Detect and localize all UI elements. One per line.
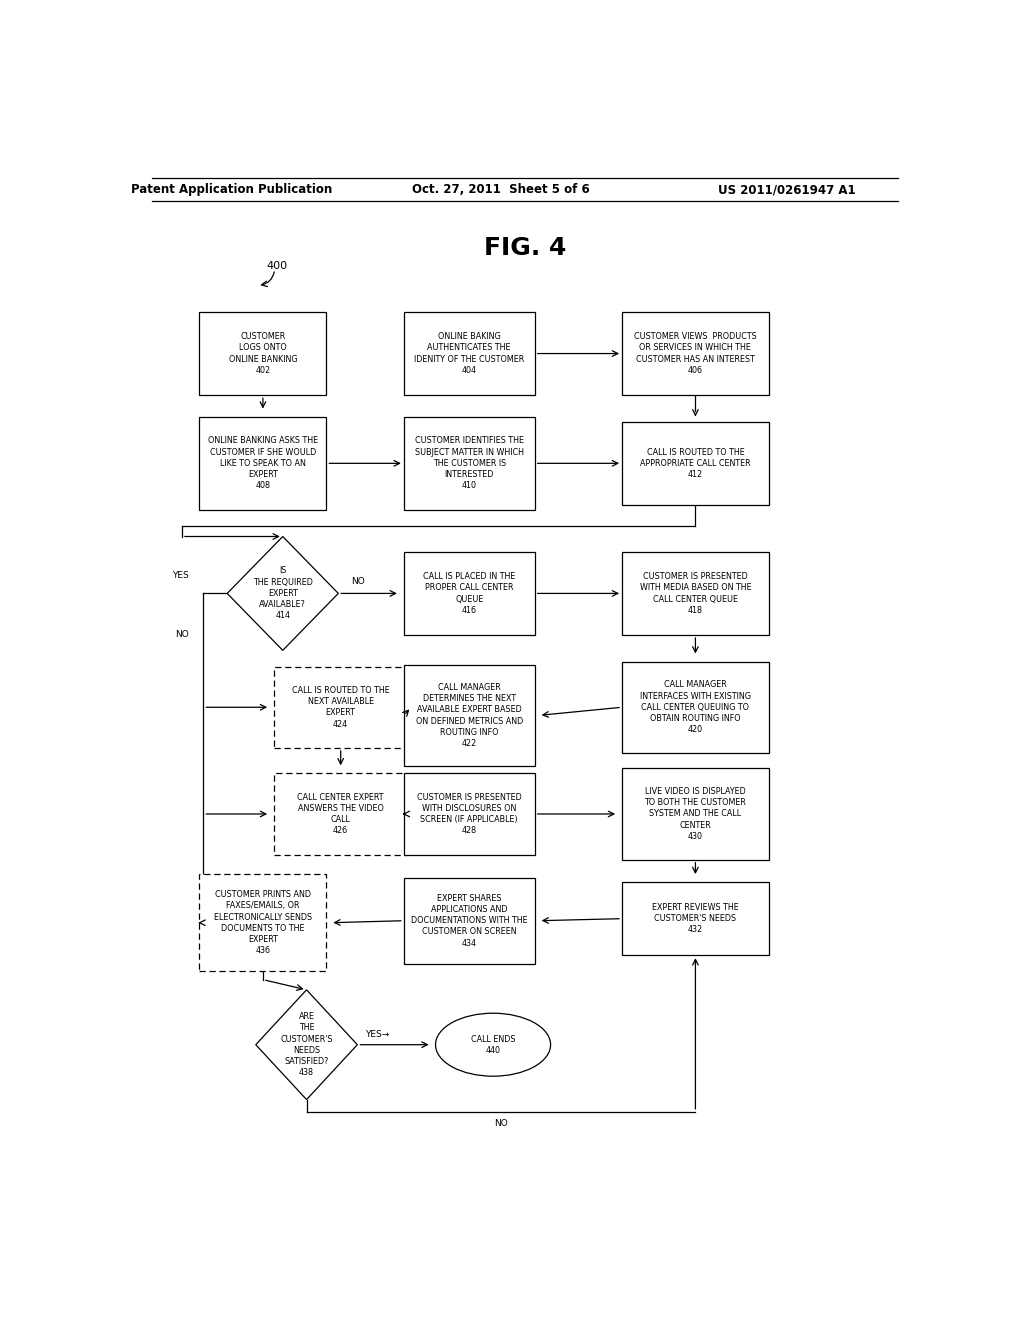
Bar [622, 552, 769, 635]
Text: CALL IS ROUTED TO THE
APPROPRIATE CALL CENTER
412: CALL IS ROUTED TO THE APPROPRIATE CALL C… [640, 447, 751, 479]
Text: CUSTOMER IS PRESENTED
WITH MEDIA BASED ON THE
CALL CENTER QUEUE
418: CUSTOMER IS PRESENTED WITH MEDIA BASED O… [640, 572, 752, 615]
Bar [622, 768, 769, 859]
Bar [403, 312, 535, 395]
Text: CUSTOMER VIEWS  PRODUCTS
OR SERVICES IN WHICH THE
CUSTOMER HAS AN INTEREST
406: CUSTOMER VIEWS PRODUCTS OR SERVICES IN W… [634, 333, 757, 375]
Text: LIVE VIDEO IS DISPLAYED
TO BOTH THE CUSTOMER
SYSTEM AND THE CALL
CENTER
430: LIVE VIDEO IS DISPLAYED TO BOTH THE CUST… [644, 787, 746, 841]
Text: EXPERT SHARES
APPLICATIONS AND
DOCUMENTATIONS WITH THE
CUSTOMER ON SCREEN
434: EXPERT SHARES APPLICATIONS AND DOCUMENTA… [411, 894, 527, 948]
Bar [622, 421, 769, 506]
Text: NO: NO [351, 577, 365, 586]
Text: EXPERT REVIEWS THE
CUSTOMER'S NEEDS
432: EXPERT REVIEWS THE CUSTOMER'S NEEDS 432 [652, 903, 738, 935]
Text: IS
THE REQUIRED
EXPERT
AVAILABLE?
414: IS THE REQUIRED EXPERT AVAILABLE? 414 [253, 566, 312, 620]
Ellipse shape [435, 1014, 551, 1076]
Text: NO: NO [175, 630, 189, 639]
Polygon shape [227, 536, 338, 651]
Text: CALL IS ROUTED TO THE
NEXT AVAILABLE
EXPERT
424: CALL IS ROUTED TO THE NEXT AVAILABLE EXP… [292, 686, 389, 729]
Text: 400: 400 [267, 261, 288, 271]
Bar [403, 878, 535, 964]
Text: NO: NO [495, 1119, 508, 1129]
Text: CALL MANAGER
INTERFACES WITH EXISTING
CALL CENTER QUEUING TO
OBTAIN ROUTING INFO: CALL MANAGER INTERFACES WITH EXISTING CA… [640, 680, 751, 734]
Bar [200, 874, 327, 972]
Polygon shape [256, 990, 357, 1100]
Bar [622, 661, 769, 752]
Text: ONLINE BAKING
AUTHENTICATES THE
IDENITY OF THE CUSTOMER
404: ONLINE BAKING AUTHENTICATES THE IDENITY … [414, 333, 524, 375]
Text: Patent Application Publication: Patent Application Publication [130, 183, 332, 197]
Text: CUSTOMER IS PRESENTED
WITH DISCLOSURES ON
SCREEN (IF APPLICABLE)
428: CUSTOMER IS PRESENTED WITH DISCLOSURES O… [417, 792, 521, 836]
Bar [403, 417, 535, 510]
Bar [200, 312, 327, 395]
Text: CUSTOMER
LOGS ONTO
ONLINE BANKING
402: CUSTOMER LOGS ONTO ONLINE BANKING 402 [228, 333, 297, 375]
Bar [274, 774, 408, 854]
Bar [403, 664, 535, 766]
Text: ONLINE BANKING ASKS THE
CUSTOMER IF SHE WOULD
LIKE TO SPEAK TO AN
EXPERT
408: ONLINE BANKING ASKS THE CUSTOMER IF SHE … [208, 437, 318, 490]
Text: CALL IS PLACED IN THE
PROPER CALL CENTER
QUEUE
416: CALL IS PLACED IN THE PROPER CALL CENTER… [423, 572, 515, 615]
Text: CALL MANAGER
DETERMINES THE NEXT
AVAILABLE EXPERT BASED
ON DEFINED METRICS AND
R: CALL MANAGER DETERMINES THE NEXT AVAILAB… [416, 682, 523, 748]
Bar [403, 774, 535, 854]
Text: CALL CENTER EXPERT
ANSWERS THE VIDEO
CALL
426: CALL CENTER EXPERT ANSWERS THE VIDEO CAL… [297, 792, 384, 836]
Text: CUSTOMER PRINTS AND
FAXES/EMAILS, OR
ELECTRONICALLY SENDS
DOCUMENTS TO THE
EXPER: CUSTOMER PRINTS AND FAXES/EMAILS, OR ELE… [214, 890, 312, 956]
Bar [622, 312, 769, 395]
Text: YES: YES [172, 570, 189, 579]
Text: FIG. 4: FIG. 4 [483, 236, 566, 260]
Text: US 2011/0261947 A1: US 2011/0261947 A1 [718, 183, 855, 197]
Text: CUSTOMER IDENTIFIES THE
SUBJECT MATTER IN WHICH
THE CUSTOMER IS
INTERESTED
410: CUSTOMER IDENTIFIES THE SUBJECT MATTER I… [415, 437, 523, 490]
Bar [403, 552, 535, 635]
Text: CALL ENDS
440: CALL ENDS 440 [471, 1035, 515, 1055]
Text: ARE
THE
CUSTOMER'S
NEEDS
SATISFIED?
438: ARE THE CUSTOMER'S NEEDS SATISFIED? 438 [281, 1012, 333, 1077]
Text: YES→: YES→ [366, 1030, 389, 1039]
Text: Oct. 27, 2011  Sheet 5 of 6: Oct. 27, 2011 Sheet 5 of 6 [412, 183, 590, 197]
Bar [274, 667, 408, 748]
Bar [200, 417, 327, 510]
Bar [622, 882, 769, 956]
